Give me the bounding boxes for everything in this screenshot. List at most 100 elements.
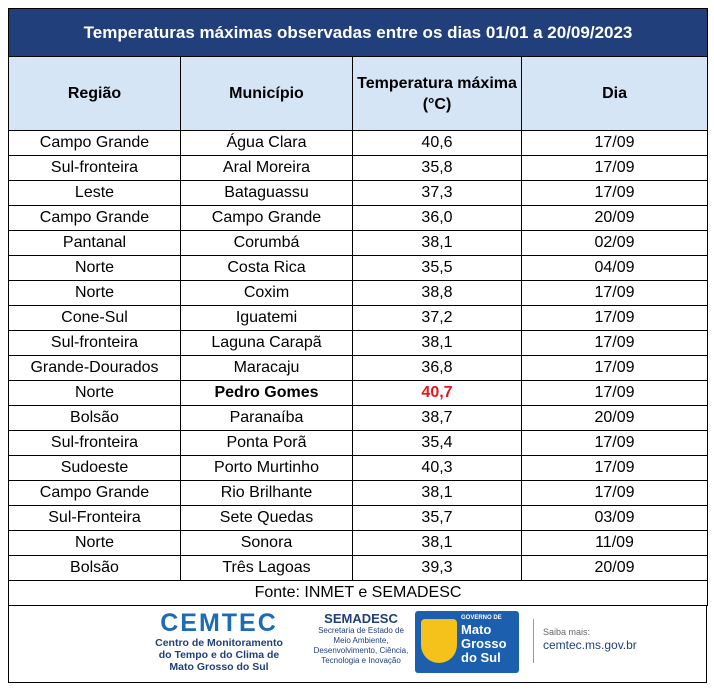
table-cell: Norte <box>8 380 181 406</box>
source-row: Fonte: INMET e SEMADESC <box>7 580 709 606</box>
table-wrap: Temperaturas máximas observadas entre os… <box>7 8 709 606</box>
table-row: Norte Costa Rica 35,5 04/09 <box>8 255 709 281</box>
table-cell: Iguatemi <box>180 305 353 331</box>
gov-state: Mato Grosso do Sul <box>461 622 507 665</box>
table-row: Bolsão Paranaíba 38,7 20/09 <box>8 405 709 431</box>
table-cell: Sul-fronteira <box>8 430 181 456</box>
table-row: Sul-fronteira Aral Moreira 35,8 17/09 <box>8 155 709 181</box>
table-cell: Maracaju <box>180 355 353 381</box>
table-row: Norte Pedro Gomes 40,7 17/09 <box>8 380 709 406</box>
table-cell: 35,7 <box>352 505 522 531</box>
table-cell: Campo Grande <box>8 130 181 156</box>
table-cell: 38,1 <box>352 480 522 506</box>
semadesc-desc: Secretaria de Estado de Meio Ambiente, D… <box>313 626 409 665</box>
table-cell: 20/09 <box>520 405 709 431</box>
divider <box>533 619 534 663</box>
table-row: Campo Grande Campo Grande 36,0 20/09 <box>8 205 709 231</box>
table-cell: 37,3 <box>352 180 522 206</box>
header-cell: Temperatura máxima (°C) <box>352 56 522 131</box>
table-cell: 39,3 <box>352 555 522 581</box>
more-label: Saiba mais: <box>543 627 591 637</box>
table-cell: 36,0 <box>352 205 522 231</box>
table-cell: Coxim <box>180 280 353 306</box>
table-cell: Grande-Dourados <box>8 355 181 381</box>
gov-emblem <box>421 619 457 663</box>
table-cell: Sul-Fronteira <box>8 505 181 531</box>
table-cell: Bataguassu <box>180 180 353 206</box>
table-cell: 38,1 <box>352 230 522 256</box>
gov-logo: GOVERNO DE Mato Grosso do Sul <box>415 611 519 673</box>
table-row: Bolsão Três Lagoas 39,3 20/09 <box>8 555 709 581</box>
table-cell: 17/09 <box>520 480 709 506</box>
table-cell: Cone-Sul <box>8 305 181 331</box>
logo-bar: CEMTEC Centro de Monitoramento do Tempo … <box>8 605 707 683</box>
table-cell: Água Clara <box>180 130 353 156</box>
table-cell: 03/09 <box>520 505 709 531</box>
cemtec-name: CEMTEC <box>160 609 278 637</box>
table-cell: Laguna Carapã <box>180 330 353 356</box>
header-row: Região Município Temperatura máxima (°C)… <box>8 56 709 131</box>
table-row: Campo Grande Água Clara 40,6 17/09 <box>8 130 709 156</box>
table-row: Leste Bataguassu 37,3 17/09 <box>8 180 709 206</box>
cemtec-desc: Centro de Monitoramento do Tempo e do Cl… <box>155 637 283 673</box>
source-text: Fonte: INMET e SEMADESC <box>7 580 709 606</box>
table-cell: 17/09 <box>520 305 709 331</box>
table-cell: Sudoeste <box>8 455 181 481</box>
table-cell: 20/09 <box>520 555 709 581</box>
cemtec-logo: CEMTEC Centro de Monitoramento do Tempo … <box>149 609 289 673</box>
table-cell: Leste <box>8 180 181 206</box>
table-cell: Sete Quedas <box>180 505 353 531</box>
table-row: Sul-fronteira Laguna Carapã 38,1 17/09 <box>8 330 709 356</box>
table-row: Sul-Fronteira Sete Quedas 35,7 03/09 <box>8 505 709 531</box>
table-cell: 37,2 <box>352 305 522 331</box>
table-cell: Costa Rica <box>180 255 353 281</box>
table-cell: Paranaíba <box>180 405 353 431</box>
table-cell: Pedro Gomes <box>180 380 353 406</box>
table-cell: Campo Grande <box>8 480 181 506</box>
table-cell: Sul-fronteira <box>8 155 181 181</box>
table-cell: 38,8 <box>352 280 522 306</box>
table-cell: Três Lagoas <box>180 555 353 581</box>
table-cell: 35,8 <box>352 155 522 181</box>
header-cell: Dia <box>520 56 709 131</box>
table-cell: 35,4 <box>352 430 522 456</box>
table-cell: Bolsão <box>8 405 181 431</box>
table-row: Cone-Sul Iguatemi 37,2 17/09 <box>8 305 709 331</box>
table-cell: Ponta Porã <box>180 430 353 456</box>
header-cell: Região <box>8 56 181 131</box>
header-cell: Município <box>180 56 353 131</box>
table-cell: Campo Grande <box>8 205 181 231</box>
table-title: Temperaturas máximas observadas entre os… <box>7 8 709 57</box>
table-cell: Porto Murtinho <box>180 455 353 481</box>
table-cell: 11/09 <box>520 530 709 556</box>
table-cell: 02/09 <box>520 230 709 256</box>
table-cell: Norte <box>8 530 181 556</box>
table-cell: 35,5 <box>352 255 522 281</box>
table-cell: 38,1 <box>352 530 522 556</box>
table-cell: 17/09 <box>520 380 709 406</box>
table-cell: Sonora <box>180 530 353 556</box>
table-cell: 17/09 <box>520 130 709 156</box>
temperature-table: Temperaturas máximas observadas entre os… <box>7 8 709 606</box>
table-cell: 17/09 <box>520 330 709 356</box>
table-cell: 17/09 <box>520 430 709 456</box>
table-row: Sul-fronteira Ponta Porã 35,4 17/09 <box>8 430 709 456</box>
table-row: Pantanal Corumbá 38,1 02/09 <box>8 230 709 256</box>
table-row: Norte Sonora 38,1 11/09 <box>8 530 709 556</box>
semadesc-logo: SEMADESC Secretaria de Estado de Meio Am… <box>313 611 409 666</box>
table-cell: 40,3 <box>352 455 522 481</box>
table-cell: 17/09 <box>520 355 709 381</box>
table-cell: 04/09 <box>520 255 709 281</box>
table-cell: Pantanal <box>8 230 181 256</box>
title-row: Temperaturas máximas observadas entre os… <box>7 8 709 57</box>
table-cell: Campo Grande <box>180 205 353 231</box>
table-row: Sudoeste Porto Murtinho 40,3 17/09 <box>8 455 709 481</box>
table-cell: Bolsão <box>8 555 181 581</box>
table-row: Campo Grande Rio Brilhante 38,1 17/09 <box>8 480 709 506</box>
table-cell: Corumbá <box>180 230 353 256</box>
table-cell: 17/09 <box>520 155 709 181</box>
table-cell: 20/09 <box>520 205 709 231</box>
table-cell: Aral Moreira <box>180 155 353 181</box>
table-cell: 17/09 <box>520 180 709 206</box>
